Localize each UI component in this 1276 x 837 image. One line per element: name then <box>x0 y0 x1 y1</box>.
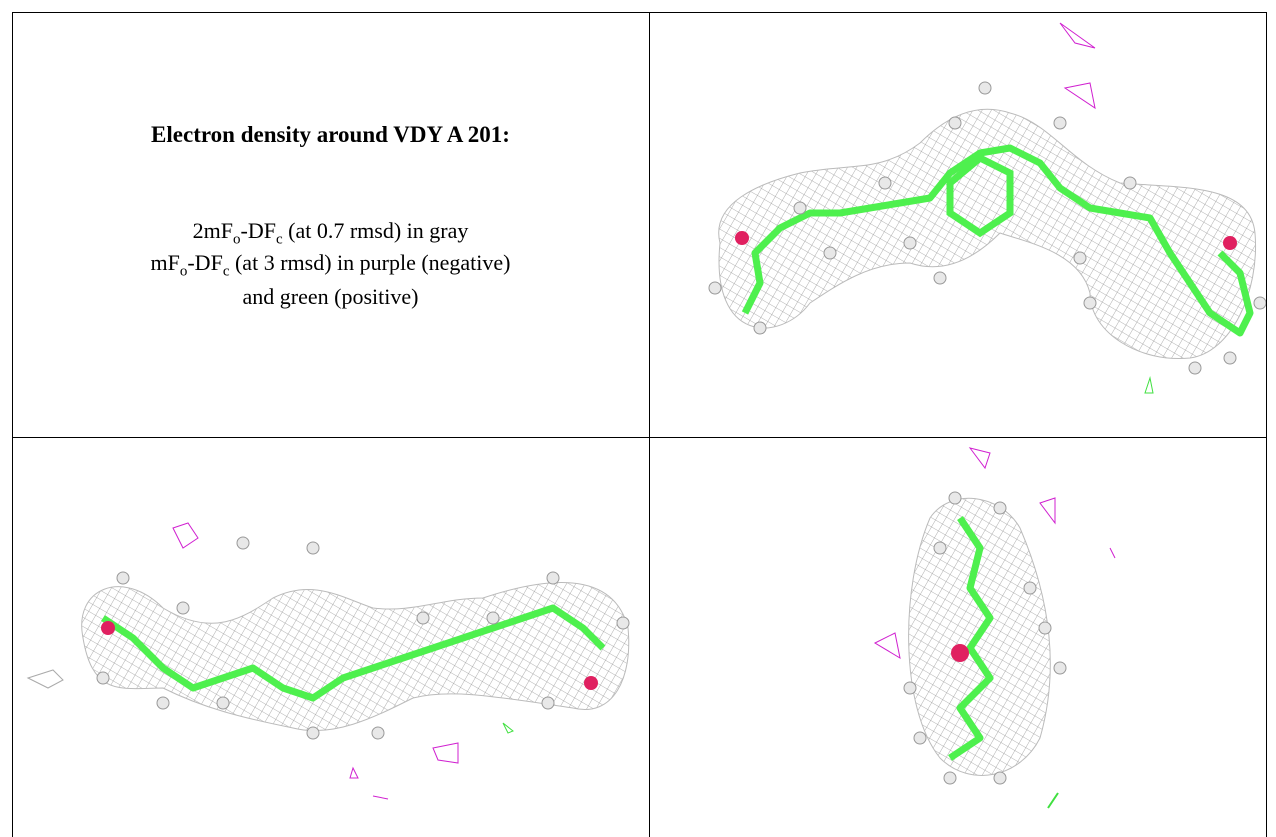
negative-density <box>1060 23 1095 108</box>
oxygen <box>584 676 598 690</box>
text: -DF <box>241 218 276 243</box>
mesh <box>719 109 1256 358</box>
positive-density <box>503 723 513 733</box>
text: (at 0.7 rmsd) in gray <box>283 218 469 243</box>
page: Electron density around VDY A 201: 2mFo-… <box>0 0 1276 837</box>
oxygen <box>951 644 969 662</box>
positive-density <box>1145 378 1153 393</box>
caption-line: mFo-DFc (at 3 rmsd) in purple (negative) <box>12 250 649 280</box>
caption-line: 2mFo-DFc (at 0.7 rmsd) in gray <box>12 218 649 248</box>
density-image-bottom-left <box>13 438 649 837</box>
subscript: c <box>276 231 283 247</box>
oxygen <box>1223 236 1237 250</box>
text: 2mF <box>193 218 233 243</box>
mesh-fragment <box>28 670 63 688</box>
text: -DF <box>187 250 222 275</box>
oxygen <box>101 621 115 635</box>
positive-density <box>1048 793 1058 808</box>
text: mF <box>151 250 180 275</box>
subscript: o <box>233 231 241 247</box>
caption-line: and green (positive) <box>12 284 649 310</box>
oxygen <box>735 231 749 245</box>
text: and green (positive) <box>243 284 419 309</box>
density-image-top <box>650 13 1266 436</box>
text: (at 3 rmsd) in purple (negative) <box>229 250 510 275</box>
density-image-bottom-right <box>650 438 1266 837</box>
caption-title: Electron density around VDY A 201: <box>12 122 649 148</box>
